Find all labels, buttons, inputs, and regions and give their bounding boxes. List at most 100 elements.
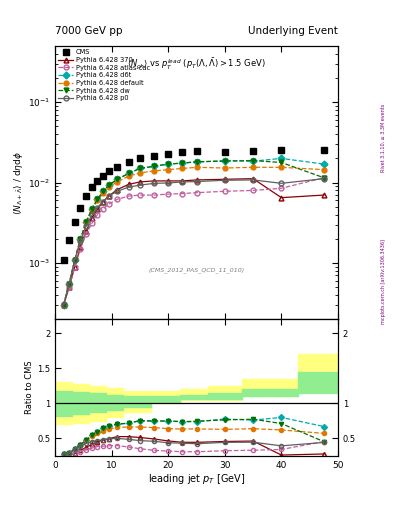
- Pythia 6.428 default: [138, 170, 142, 176]
- Pythia 6.428 d6t: [126, 170, 131, 177]
- Pythia 6.428 p0: [115, 188, 119, 195]
- Pythia 6.428 default: [321, 166, 326, 173]
- Pythia 6.428 dw: [72, 257, 77, 263]
- CMS: [84, 193, 88, 199]
- Pythia 6.428 370: [90, 215, 94, 221]
- Pythia 6.428 default: [115, 179, 119, 185]
- Pythia 6.428 dw: [115, 176, 119, 182]
- Pythia 6.428 default: [78, 236, 83, 242]
- Text: $\langle N_{ch}\rangle$ vs $p_{T}^{lead}$ ($p_{T}(\Lambda,\bar{\Lambda}) > 1.5$ : $\langle N_{ch}\rangle$ vs $p_{T}^{lead}…: [127, 57, 266, 72]
- Pythia 6.428 atlas-cac: [152, 192, 156, 198]
- CMS: [115, 164, 119, 170]
- Pythia 6.428 default: [222, 165, 227, 171]
- Pythia 6.428 default: [251, 164, 255, 170]
- Pythia 6.428 dw: [61, 302, 66, 308]
- Pythia 6.428 dw: [321, 175, 326, 181]
- Pythia 6.428 p0: [222, 177, 227, 183]
- Pythia 6.428 default: [107, 184, 111, 190]
- Pythia 6.428 370: [251, 176, 255, 182]
- Pythia 6.428 atlas-cac: [126, 193, 131, 199]
- Pythia 6.428 dw: [67, 281, 72, 287]
- Pythia 6.428 dw: [84, 219, 88, 225]
- Pythia 6.428 d6t: [279, 155, 284, 161]
- Pythia 6.428 default: [194, 164, 199, 170]
- Pythia 6.428 d6t: [67, 281, 72, 287]
- Pythia 6.428 dw: [138, 165, 142, 172]
- Pythia 6.428 p0: [90, 212, 94, 219]
- Text: Rivet 3.1.10, ≥ 3.3M events: Rivet 3.1.10, ≥ 3.3M events: [381, 104, 386, 173]
- Pythia 6.428 370: [222, 176, 227, 182]
- Pythia 6.428 default: [166, 166, 171, 173]
- Pythia 6.428 p0: [67, 281, 72, 287]
- Pythia 6.428 p0: [166, 180, 171, 186]
- Pythia 6.428 atlas-cac: [101, 206, 105, 212]
- Pythia 6.428 atlas-cac: [138, 192, 142, 198]
- Pythia 6.428 d6t: [152, 163, 156, 169]
- Pythia 6.428 370: [84, 228, 88, 234]
- Pythia 6.428 default: [180, 165, 185, 172]
- Text: (CMS_2012_PAS_QCD_11_010): (CMS_2012_PAS_QCD_11_010): [149, 267, 244, 273]
- Pythia 6.428 370: [107, 193, 111, 199]
- Pythia 6.428 dw: [126, 170, 131, 177]
- Pythia 6.428 atlas-cac: [107, 201, 111, 207]
- Pythia 6.428 d6t: [222, 158, 227, 164]
- Pythia 6.428 d6t: [72, 257, 77, 263]
- Pythia 6.428 dw: [180, 160, 185, 166]
- Pythia 6.428 370: [152, 178, 156, 184]
- CMS: [90, 184, 94, 190]
- CMS: [107, 168, 111, 175]
- Pythia 6.428 370: [61, 302, 66, 308]
- Text: mcplots.cern.ch [arXiv:1306.3436]: mcplots.cern.ch [arXiv:1306.3436]: [381, 239, 386, 324]
- Pythia 6.428 dw: [78, 236, 83, 242]
- Pythia 6.428 d6t: [78, 236, 83, 242]
- Pythia 6.428 d6t: [115, 176, 119, 182]
- CMS: [101, 173, 105, 179]
- Pythia 6.428 370: [180, 178, 185, 184]
- Pythia 6.428 atlas-cac: [166, 191, 171, 197]
- Pythia 6.428 dw: [222, 158, 227, 164]
- Pythia 6.428 d6t: [138, 165, 142, 172]
- Pythia 6.428 370: [194, 177, 199, 183]
- Line: Pythia 6.428 default: Pythia 6.428 default: [61, 165, 326, 307]
- Pythia 6.428 default: [152, 168, 156, 174]
- CMS: [72, 219, 77, 225]
- Pythia 6.428 370: [95, 206, 100, 212]
- Pythia 6.428 370: [166, 178, 171, 184]
- CMS: [78, 204, 83, 210]
- Pythia 6.428 default: [279, 164, 284, 170]
- Pythia 6.428 p0: [61, 302, 66, 308]
- Pythia 6.428 dw: [152, 163, 156, 169]
- Pythia 6.428 d6t: [90, 206, 94, 212]
- Pythia 6.428 d6t: [180, 160, 185, 166]
- Pythia 6.428 p0: [321, 176, 326, 182]
- Pythia 6.428 dw: [251, 158, 255, 164]
- CMS: [95, 178, 100, 184]
- Pythia 6.428 atlas-cac: [222, 188, 227, 195]
- Y-axis label: Ratio to CMS: Ratio to CMS: [25, 360, 34, 414]
- Pythia 6.428 atlas-cac: [180, 190, 185, 197]
- Pythia 6.428 d6t: [251, 158, 255, 164]
- Pythia 6.428 p0: [152, 180, 156, 186]
- Pythia 6.428 atlas-cac: [279, 185, 284, 191]
- Line: Pythia 6.428 p0: Pythia 6.428 p0: [61, 176, 326, 307]
- Pythia 6.428 dw: [166, 161, 171, 167]
- CMS: [194, 148, 199, 155]
- CMS: [166, 151, 171, 157]
- CMS: [279, 147, 284, 154]
- Text: 7000 GeV pp: 7000 GeV pp: [55, 26, 123, 36]
- Pythia 6.428 default: [95, 197, 100, 203]
- CMS: [126, 159, 131, 165]
- Line: Pythia 6.428 d6t: Pythia 6.428 d6t: [61, 156, 326, 307]
- Line: Pythia 6.428 370: Pythia 6.428 370: [61, 176, 326, 307]
- Pythia 6.428 dw: [90, 206, 94, 212]
- CMS: [180, 150, 185, 156]
- Pythia 6.428 default: [126, 173, 131, 179]
- CMS: [152, 153, 156, 159]
- Pythia 6.428 p0: [72, 257, 77, 263]
- Legend: CMS, Pythia 6.428 370, Pythia 6.428 atlas-cac, Pythia 6.428 d6t, Pythia 6.428 de: CMS, Pythia 6.428 370, Pythia 6.428 atla…: [57, 48, 151, 103]
- Pythia 6.428 p0: [101, 199, 105, 205]
- Pythia 6.428 p0: [126, 184, 131, 190]
- Pythia 6.428 d6t: [95, 196, 100, 202]
- Pythia 6.428 370: [126, 181, 131, 187]
- Pythia 6.428 p0: [107, 193, 111, 199]
